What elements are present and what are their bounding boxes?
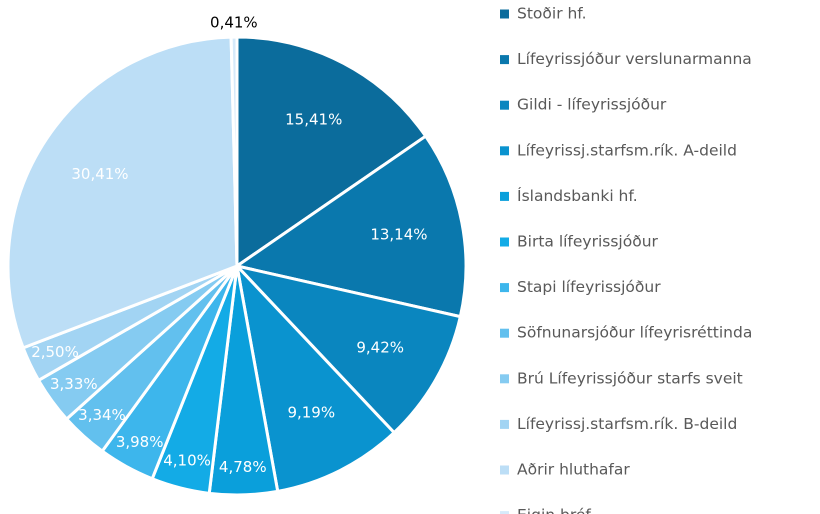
slice-label: 9,42% [356, 338, 404, 356]
slice-label: 3,98% [116, 433, 164, 451]
slice-label: 13,14% [370, 225, 427, 243]
legend-marker [500, 100, 509, 110]
legend-marker [500, 146, 509, 156]
slice-label: 4,78% [219, 458, 267, 476]
pie-slice [6, 35, 239, 350]
legend-text: Lífeyrissj.starfsm.rík. A-deild [517, 141, 737, 159]
slice-label: 9,19% [287, 404, 335, 422]
legend-marker [500, 374, 509, 384]
slice-label: 0,41% [210, 14, 258, 32]
slice-label: 30,41% [71, 165, 128, 183]
legend-marker [500, 419, 509, 429]
legend-text: Lífeyrissj.starfsm.rík. B-deild [517, 415, 737, 433]
legend-text: Brú Lífeyrissjóður starfs sveit [517, 369, 743, 387]
legend-text: Lífeyrissjóður verslunarmanna [517, 50, 752, 68]
pie-slice [229, 35, 239, 267]
legend-marker [500, 511, 509, 514]
legend-text: Gildi - lífeyrissjóður [517, 96, 667, 114]
legend-text: Eigin bréf [517, 506, 591, 514]
slice-label: 4,10% [163, 452, 211, 470]
legend-text: Íslandsbanki hf. [517, 186, 638, 205]
legend-text: Birta lífeyrissjóður [517, 233, 659, 251]
legend-marker [500, 465, 509, 475]
legend-marker [500, 9, 509, 19]
slice-label: 3,33% [50, 375, 98, 393]
pie-slice [235, 35, 428, 269]
slice-label: 3,34% [78, 406, 126, 424]
legend-text: Aðrir hluthafar [517, 461, 630, 479]
legend-text: Stoðir hf. [517, 5, 587, 23]
legend-marker [500, 55, 509, 65]
legend-text: Söfnunarsjóður lífeyrisréttinda [517, 324, 752, 342]
pie-slice [233, 134, 468, 319]
legend-text: Stapi lífeyrissjóður [517, 278, 661, 296]
pie-slice [232, 263, 463, 435]
legend-marker [500, 191, 509, 201]
legend-marker [500, 283, 509, 293]
legend-marker [500, 328, 509, 338]
pie-slice [234, 261, 397, 494]
slice-label: 15,41% [285, 111, 342, 129]
legend-marker [500, 237, 509, 247]
slice-label: 2,50% [31, 343, 79, 361]
